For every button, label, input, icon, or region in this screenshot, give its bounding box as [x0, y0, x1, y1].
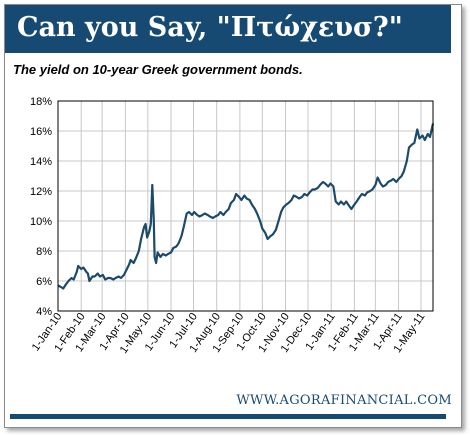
y-tick-label: 6%	[36, 276, 52, 288]
banner-title: Can you Say, "Πτώχευσ?"	[17, 12, 403, 43]
y-tick-label: 14%	[30, 156, 52, 168]
source-credit: WWW.AGORAFINANCIAL.COM	[236, 393, 452, 408]
chart-title: The yield on 10-year Greek government bo…	[13, 62, 303, 77]
header-banner: Can you Say, "Πτώχευσ?"	[5, 5, 451, 53]
footer-rule	[10, 414, 446, 419]
yield-series-line	[57, 123, 435, 290]
y-tick-label: 4%	[36, 306, 52, 318]
chart-card	[4, 4, 462, 428]
x-axis-ticks: 1-Jan-101-Feb-101-Mar-101-Apr-101-May-10…	[30, 311, 428, 356]
y-axis-ticks: 4% 6% 8% 10% 12% 14% 16% 18%	[30, 96, 52, 318]
y-tick-label: 10%	[30, 216, 52, 228]
plot-frame	[57, 100, 434, 312]
y-tick-label: 12%	[30, 186, 52, 198]
y-tick-label: 8%	[36, 246, 52, 258]
y-tick-label: 18%	[30, 96, 52, 108]
y-tick-label: 16%	[30, 126, 52, 138]
